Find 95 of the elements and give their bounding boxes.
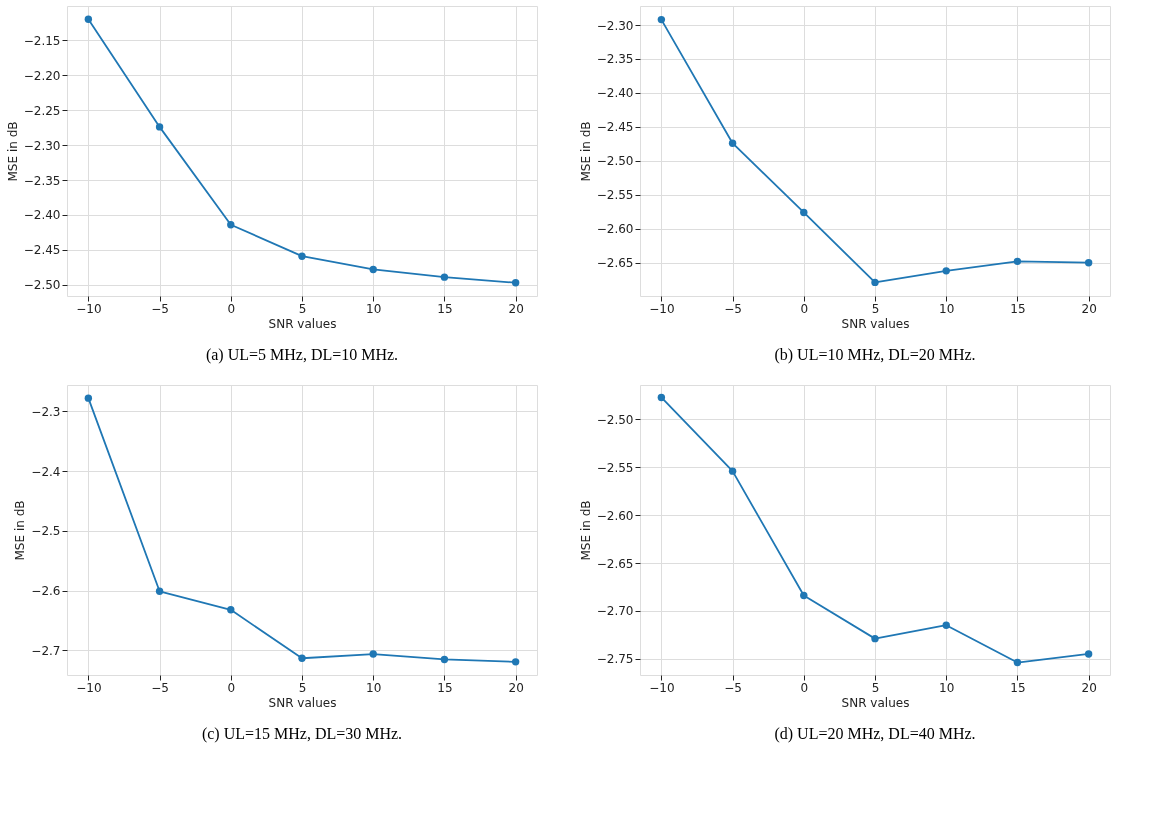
x-tick-label: 5	[871, 680, 880, 695]
x-tick-label: −5	[724, 680, 742, 695]
x-tick-label: 0	[800, 301, 809, 316]
x-tick-label: −10	[649, 301, 675, 316]
point	[369, 265, 377, 274]
y-axis-title: MSE in dB	[5, 121, 20, 182]
y-tick-label: −2.50	[23, 278, 61, 293]
x-tick-label: 5	[871, 301, 880, 316]
x-tick-label: 10	[366, 301, 382, 316]
x-axis-title: SNR values	[841, 695, 910, 710]
text: (d) UL=20 MHz, DL=40 MHz.	[774, 725, 976, 743]
text: (a) UL=5 MHz, DL=10 MHz.	[205, 346, 399, 364]
x-tick-label: 0	[227, 301, 236, 316]
point	[155, 123, 164, 131]
x-tick-label: 5	[298, 680, 307, 695]
x-tick-label: 20	[508, 301, 524, 316]
text: (c) UL=15 MHz, DL=30 MHz.	[201, 725, 403, 743]
x-tick-label: 10	[939, 301, 955, 316]
x-tick-label: 20	[1081, 680, 1097, 695]
x-tick-label: 10	[939, 680, 955, 695]
point	[369, 650, 377, 658]
point	[155, 587, 164, 595]
y-axis-title: MSE in dB	[13, 500, 28, 561]
point	[1084, 650, 1093, 658]
y-tick-label: −2.7	[31, 643, 61, 658]
x-axis-title: SNR values	[841, 316, 910, 331]
x-tick-label: −5	[724, 301, 742, 316]
y-tick-label: −2.55	[596, 460, 634, 475]
point	[800, 208, 808, 217]
point	[227, 221, 235, 229]
x-tick-label: −10	[76, 680, 102, 695]
y-tick-label: −2.5	[31, 524, 61, 539]
point	[942, 267, 950, 275]
x-tick-label: 5	[298, 301, 307, 316]
x-tick-label: 15	[437, 680, 453, 695]
point	[511, 279, 520, 287]
y-tick-label: −2.35	[596, 52, 634, 67]
y-tick-label: −2.40	[23, 208, 61, 223]
point	[657, 393, 666, 402]
x-tick-label: −5	[151, 680, 169, 695]
point	[1013, 658, 1022, 667]
x-tick-label: 15	[1010, 301, 1026, 316]
point	[298, 654, 306, 662]
y-tick-label: −2.30	[596, 18, 634, 33]
point	[1013, 257, 1022, 266]
y-tick-label: −2.15	[23, 33, 61, 48]
x-tick-label: 0	[800, 680, 809, 695]
y-axis-title: MSE in dB	[578, 500, 593, 561]
point	[440, 655, 449, 664]
x-tick-label: −5	[151, 301, 169, 316]
y-tick-label: −2.60	[596, 508, 634, 523]
y-tick-label: −2.65	[596, 556, 634, 571]
y-tick-label: −2.65	[596, 256, 634, 271]
point	[298, 252, 306, 260]
y-tick-label: −2.35	[23, 173, 61, 188]
point	[440, 273, 449, 281]
y-tick-label: −2.30	[23, 138, 61, 153]
y-tick-label: −2.6	[31, 584, 61, 599]
x-tick-label: 15	[437, 301, 453, 316]
point	[84, 15, 93, 23]
x-axis-title: SNR values	[268, 695, 337, 710]
point	[84, 394, 93, 402]
point	[942, 621, 950, 629]
x-tick-label: 0	[227, 680, 236, 695]
text: (b) UL=10 MHz, DL=20 MHz.	[774, 346, 976, 364]
y-tick-label: −2.60	[596, 222, 634, 237]
point	[511, 658, 520, 666]
x-tick-label: 15	[1010, 680, 1026, 695]
point	[1084, 259, 1093, 267]
point	[728, 139, 737, 147]
y-tick-label: −2.45	[23, 243, 61, 258]
y-axis-title: MSE in dB	[578, 121, 593, 182]
y-tick-label: −2.70	[596, 604, 634, 619]
y-tick-label: −2.3	[31, 404, 61, 419]
point	[227, 606, 235, 614]
y-tick-label: −2.50	[596, 412, 634, 427]
y-tick-label: −2.20	[23, 68, 61, 83]
x-tick-label: 20	[508, 680, 524, 695]
point	[657, 15, 666, 24]
y-tick-label: −2.55	[596, 188, 634, 203]
y-tick-label: −2.25	[23, 103, 61, 118]
x-tick-label: 20	[1081, 301, 1097, 316]
point	[800, 591, 808, 600]
point	[728, 467, 737, 475]
x-tick-label: −10	[649, 680, 675, 695]
y-tick-label: −2.75	[596, 652, 634, 667]
y-tick-label: −2.45	[596, 120, 634, 135]
y-tick-label: −2.4	[31, 464, 61, 479]
point	[871, 634, 879, 643]
y-tick-label: −2.50	[596, 154, 634, 169]
x-axis-title: SNR values	[268, 316, 337, 331]
y-tick-label: −2.40	[596, 86, 634, 101]
point	[871, 278, 879, 287]
x-tick-label: −10	[76, 301, 102, 316]
x-tick-label: 10	[366, 680, 382, 695]
